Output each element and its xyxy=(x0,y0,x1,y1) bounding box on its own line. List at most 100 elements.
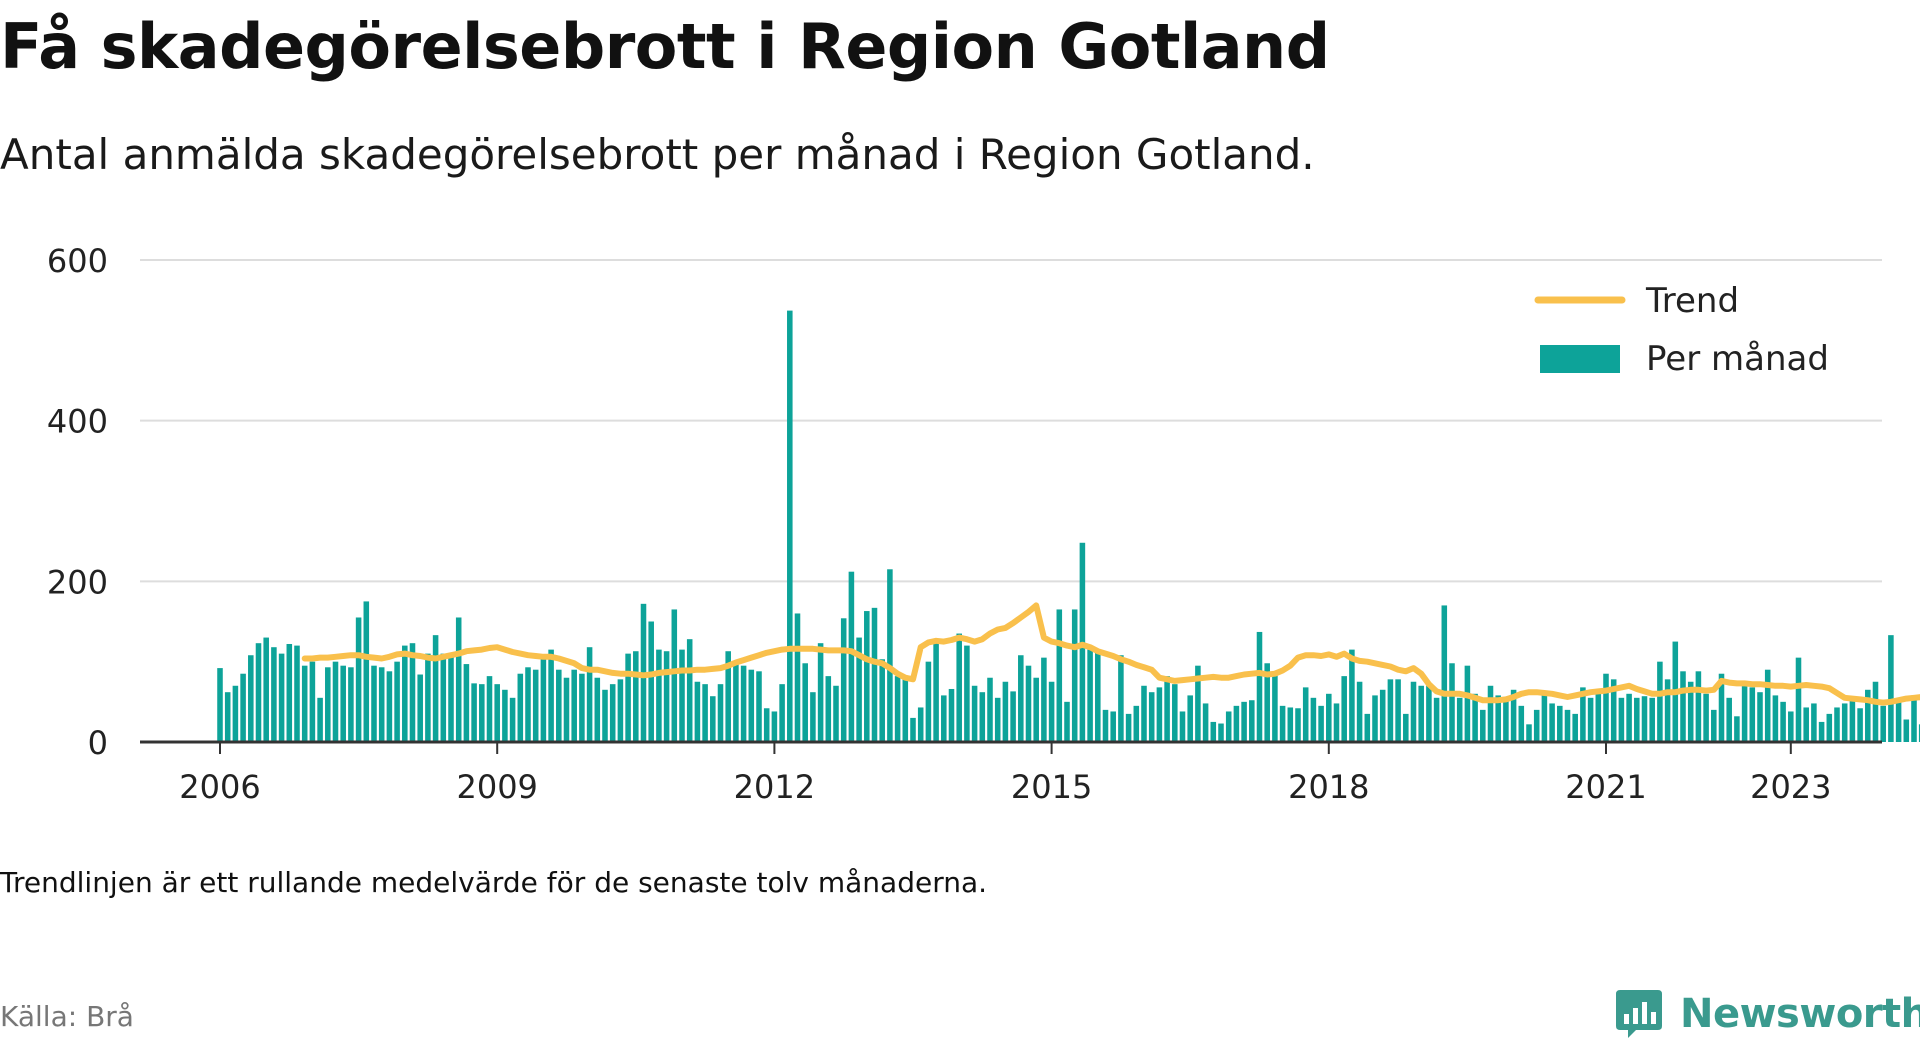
bar xyxy=(1587,697,1594,742)
bar xyxy=(517,673,524,742)
bar xyxy=(1557,705,1563,742)
bar xyxy=(833,685,839,742)
bar xyxy=(1610,679,1617,742)
bar xyxy=(925,661,932,742)
bar xyxy=(1210,721,1217,742)
bar xyxy=(332,661,339,742)
bar xyxy=(1418,685,1424,742)
bar xyxy=(1749,687,1756,742)
brand-logo[interactable]: Newsworthy xyxy=(1614,984,1920,1044)
bar xyxy=(1018,655,1024,742)
legend-bar-swatch xyxy=(1540,345,1620,373)
bar xyxy=(402,645,408,742)
bar xyxy=(271,647,277,742)
bar xyxy=(479,684,485,742)
y-tick-label: 0 xyxy=(88,724,108,762)
bar xyxy=(1202,703,1209,742)
bar xyxy=(1379,689,1386,742)
bar xyxy=(633,651,639,742)
bar xyxy=(1272,673,1278,742)
bar xyxy=(771,711,778,742)
bar xyxy=(1164,676,1170,742)
bar xyxy=(1772,695,1779,742)
bar xyxy=(1757,692,1763,742)
bar xyxy=(1564,709,1571,742)
bar xyxy=(248,655,254,742)
x-tick-label: 2015 xyxy=(1011,768,1092,806)
bar xyxy=(217,668,223,742)
x-tick-label: 2012 xyxy=(734,768,815,806)
bar xyxy=(1726,697,1732,742)
bar xyxy=(1218,723,1224,742)
bar xyxy=(586,647,593,742)
bar xyxy=(1657,661,1663,742)
bar xyxy=(648,621,654,742)
bar xyxy=(779,684,785,742)
bar xyxy=(1302,687,1309,742)
bar xyxy=(432,635,439,742)
bar xyxy=(548,649,554,742)
bar xyxy=(232,685,239,742)
bar xyxy=(1788,711,1794,742)
chart-title: Få skadegörelsebrott i Region Gotland xyxy=(0,10,1330,83)
bar xyxy=(278,653,285,742)
chart-note: Trendlinjen är ett rullande medelvärde f… xyxy=(0,866,988,899)
bar xyxy=(802,663,808,742)
bar xyxy=(694,681,701,742)
bar xyxy=(1456,697,1463,742)
bar xyxy=(1495,695,1501,742)
bar xyxy=(1102,709,1109,742)
bar xyxy=(1033,677,1039,742)
bar xyxy=(340,665,346,742)
bar xyxy=(1141,685,1147,742)
bar xyxy=(1811,703,1817,742)
bar xyxy=(594,677,601,742)
bar xyxy=(1703,693,1709,742)
bar xyxy=(1464,665,1471,742)
bar xyxy=(1410,681,1417,742)
bar xyxy=(1649,697,1655,742)
bar xyxy=(1148,692,1155,742)
bar xyxy=(1803,707,1809,742)
bar xyxy=(409,643,416,742)
y-axis-ticks: 0 200 400 600 xyxy=(47,242,108,762)
bar xyxy=(1233,705,1240,742)
bar xyxy=(1572,713,1578,742)
bar xyxy=(879,659,885,742)
bar xyxy=(1865,689,1871,742)
bar xyxy=(540,657,547,742)
bar xyxy=(1780,701,1786,742)
bar xyxy=(1249,700,1255,742)
bar xyxy=(864,611,870,742)
bar xyxy=(1826,713,1833,742)
bar xyxy=(1333,703,1340,742)
bar xyxy=(363,601,370,742)
bar xyxy=(787,310,793,742)
bar xyxy=(1318,705,1324,742)
bar xyxy=(1764,669,1771,742)
bar xyxy=(1533,709,1540,742)
bar xyxy=(1441,605,1448,742)
bar xyxy=(386,671,393,742)
bar xyxy=(1041,657,1047,742)
x-tick-label: 2006 xyxy=(179,768,260,806)
bar xyxy=(663,651,670,742)
bar xyxy=(394,661,400,742)
chart-subtitle: Antal anmälda skadegörelsebrott per måna… xyxy=(0,130,1315,179)
bar xyxy=(1010,691,1016,742)
bar xyxy=(1641,696,1648,742)
bar xyxy=(1918,724,1920,742)
bar xyxy=(1310,697,1317,742)
bar xyxy=(317,697,323,742)
bar xyxy=(309,661,316,742)
brand-name: Newsworthy xyxy=(1680,991,1920,1037)
bar xyxy=(702,684,708,742)
bar xyxy=(1626,693,1632,742)
bar xyxy=(1172,684,1178,742)
bar xyxy=(679,649,685,742)
bar xyxy=(740,665,747,742)
bar xyxy=(1025,665,1032,742)
bar xyxy=(1364,713,1371,742)
bar xyxy=(1256,631,1263,742)
